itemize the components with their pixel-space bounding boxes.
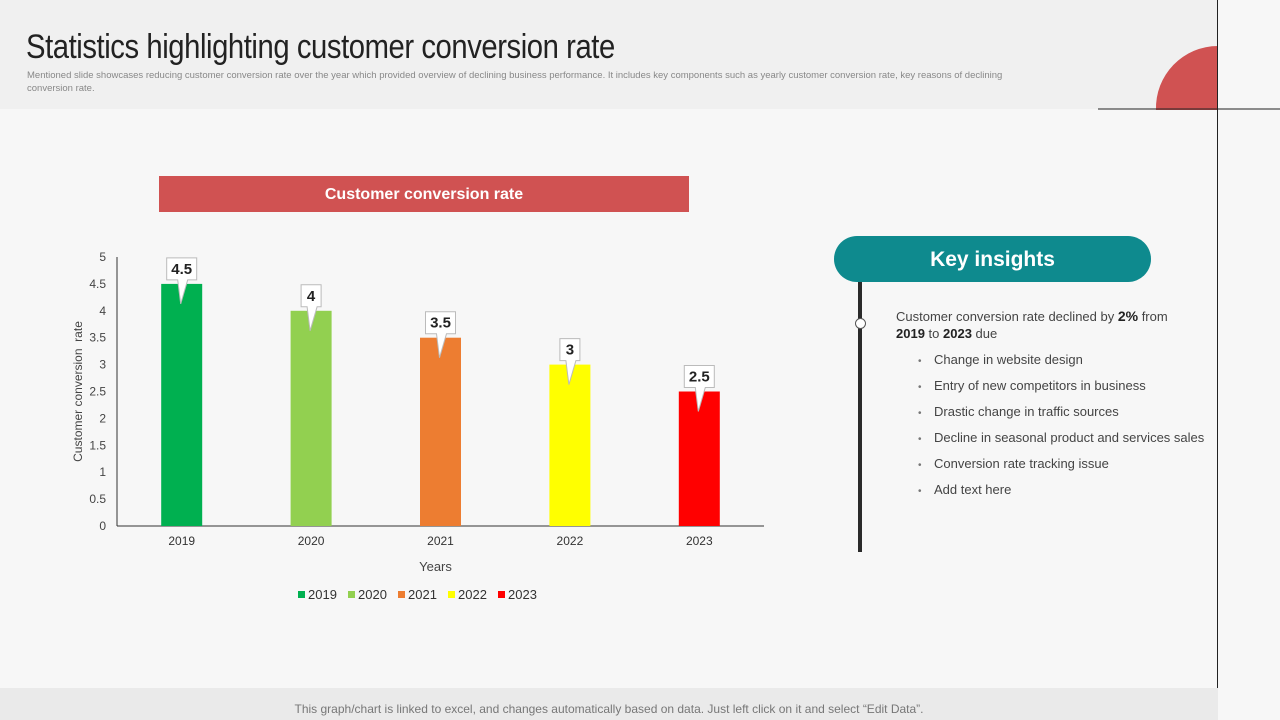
insight-summary: Customer conversion rate declined by 2% … <box>896 308 1196 342</box>
insight-bullet-text: Add text here <box>934 482 1012 497</box>
bar-2020 <box>290 310 332 526</box>
x-tick-label: 2022 <box>557 534 584 548</box>
data-label: 4 <box>307 288 316 305</box>
y-tick-label: 4 <box>99 304 106 318</box>
page-title: Statistics highlighting customer convers… <box>26 28 615 66</box>
legend-swatch-2022 <box>448 591 455 598</box>
y-tick-label: 4.5 <box>89 277 106 291</box>
chart-title-banner: Customer conversion rate <box>159 176 689 212</box>
y-tick-label: 0 <box>99 519 106 533</box>
legend-swatch-2020 <box>348 591 355 598</box>
insight-bullet-text: Change in website design <box>934 352 1083 367</box>
x-tick-label: 2021 <box>427 534 454 548</box>
summary-text-start: Customer conversion rate declined by <box>896 309 1118 324</box>
footer-note: This graph/chart is linked to excel, and… <box>294 702 924 716</box>
bullet-icon: • <box>918 382 922 393</box>
legend-label: 2021 <box>408 587 437 602</box>
data-label-callout <box>683 365 715 412</box>
header-band: Statistics highlighting customer convers… <box>0 0 1218 109</box>
page-subtitle: Mentioned slide showcases reducing custo… <box>27 70 1003 94</box>
insight-bullet: • Conversion rate tracking issue <box>918 452 1204 478</box>
y-tick-label: 2 <box>99 411 106 425</box>
y-tick-label: 3.5 <box>89 331 106 345</box>
summary-text-to: to <box>924 326 943 341</box>
x-axis-title: Years <box>419 559 452 574</box>
x-tick-label: 2020 <box>298 534 325 548</box>
data-label: 4.5 <box>171 261 192 278</box>
bar-2021 <box>420 337 461 526</box>
insight-bullet: • Entry of new competitors in business <box>918 374 1204 400</box>
timeline-line <box>858 282 862 552</box>
decorative-line-vertical <box>1217 0 1218 720</box>
legend-label: 2023 <box>508 587 537 602</box>
data-label-callout <box>166 257 198 305</box>
legend-swatch-2021 <box>398 591 405 598</box>
insight-bullet-text: Drastic change in traffic sources <box>934 404 1119 419</box>
y-tick-label: 1 <box>99 465 106 479</box>
x-tick-label: 2023 <box>686 534 713 548</box>
summary-percentage: 2% <box>1117 308 1139 324</box>
summary-text-due: due <box>971 326 998 341</box>
insight-bullet-text: Entry of new competitors in business <box>934 378 1146 393</box>
data-label-callout <box>300 284 322 331</box>
y-axis-title: Customer conversion rate <box>71 321 85 462</box>
decorative-corner-shape <box>1098 0 1280 110</box>
bullet-icon: • <box>918 460 922 471</box>
summary-text-from: from <box>1138 309 1168 324</box>
bar-2022 <box>549 364 591 526</box>
data-label-callout <box>559 338 581 385</box>
y-tick-label: 5 <box>99 250 106 264</box>
insight-bullet: • Decline in seasonal product and service… <box>918 426 1204 452</box>
bullet-icon: • <box>918 486 922 497</box>
x-tick-label: 2019 <box>168 534 195 548</box>
legend-label: 2019 <box>308 587 337 602</box>
data-label: 3.5 <box>430 315 451 332</box>
y-tick-label: 2.5 <box>89 385 106 399</box>
footer-band: This graph/chart is linked to excel, and… <box>0 688 1218 720</box>
data-label: 3 <box>566 342 574 359</box>
y-tick-label: 3 <box>99 358 106 372</box>
legend-swatch-2023 <box>498 591 505 598</box>
bar-chart: 0 0.5 1 1.5 2 2.5 3 3.5 4 4.5 5 Customer conversion… <box>71 250 764 602</box>
insight-bullet-text: Decline in seasonal product and services… <box>934 430 1205 445</box>
timeline-dot <box>855 318 866 329</box>
bar-2019 <box>161 283 203 526</box>
data-label-callout <box>425 311 456 358</box>
insight-bullet: • Add text here <box>918 478 1204 504</box>
data-label: 2.5 <box>689 369 710 386</box>
y-tick-label: 1.5 <box>89 438 106 452</box>
legend-swatch-2019 <box>298 591 305 598</box>
bar-2023 <box>678 391 720 526</box>
insight-bullet-list: • Change in website design • Entry of new … <box>918 348 1204 504</box>
bullet-icon: • <box>918 434 922 445</box>
legend-label: 2022 <box>458 587 487 602</box>
insight-bullet-text: Conversion rate tracking issue <box>934 456 1109 471</box>
legend-label: 2020 <box>358 587 387 602</box>
key-insights-header: Key insights <box>834 236 1151 282</box>
insight-bullet: • Drastic change in traffic sources <box>918 400 1204 426</box>
insight-bullet: • Change in website design <box>918 348 1204 374</box>
decorative-half-circle <box>1155 0 1218 110</box>
bullet-icon: • <box>918 408 922 419</box>
y-tick-label: 0.5 <box>89 492 106 506</box>
bullet-icon: • <box>918 356 922 367</box>
summary-year-end: 2023 <box>943 326 972 341</box>
summary-year-start: 2019 <box>896 326 925 341</box>
